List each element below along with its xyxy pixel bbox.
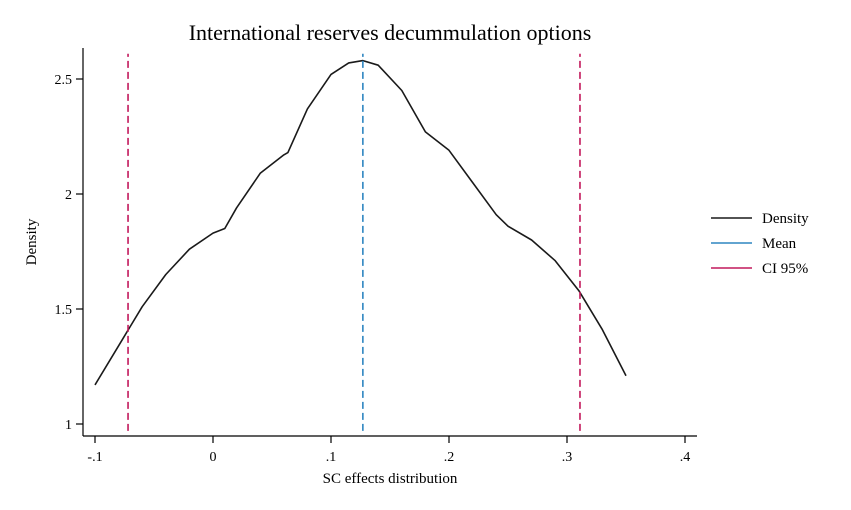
y-ticks: 1 1.5 2 2.5 bbox=[55, 73, 83, 433]
density-curve bbox=[94, 59, 627, 386]
x-tick-label: .1 bbox=[326, 450, 337, 465]
series-layer bbox=[94, 53, 627, 431]
legend-label-mean: Mean bbox=[762, 236, 797, 252]
x-tick-label: .3 bbox=[562, 450, 573, 465]
x-tick-label: 0 bbox=[210, 450, 217, 465]
x-tick-label: -.1 bbox=[87, 450, 102, 465]
y-axis-title: Density bbox=[24, 218, 40, 265]
x-axis-title: SC effects distribution bbox=[323, 471, 458, 487]
y-tick-label: 1 bbox=[65, 418, 72, 433]
y-tick-label: 1.5 bbox=[55, 303, 73, 318]
legend-label-density: Density bbox=[762, 211, 809, 227]
legend: Density Mean CI 95% bbox=[711, 211, 809, 277]
y-tick-label: 2 bbox=[65, 188, 72, 203]
plot-area: 1 1.5 2 2.5 -.1 0 .1 .2 .3 .4 bbox=[55, 48, 697, 465]
y-tick-label: 2.5 bbox=[55, 73, 73, 88]
legend-label-ci-95: CI 95% bbox=[762, 261, 808, 277]
chart-title: International reserves decummulation opt… bbox=[189, 20, 592, 45]
x-tick-label: .4 bbox=[680, 450, 691, 465]
x-ticks: -.1 0 .1 .2 .3 .4 bbox=[87, 436, 690, 465]
x-tick-label: .2 bbox=[444, 450, 455, 465]
